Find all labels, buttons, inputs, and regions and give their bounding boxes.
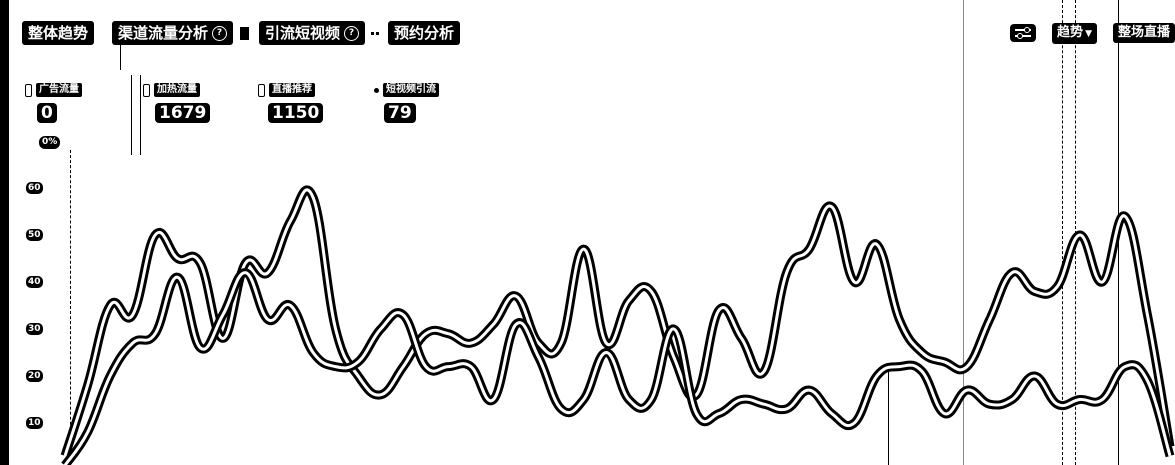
y-tick-label: 20	[26, 370, 43, 382]
series-line-2-highlight	[63, 271, 1172, 465]
chevron-down-icon: ▼	[1085, 28, 1092, 39]
live-scope-button[interactable]: 整场直播	[1112, 23, 1175, 43]
metric-value: 1679	[155, 103, 211, 123]
metric-boost-traffic[interactable]: 加热流量 1679	[143, 83, 211, 123]
grid-guide-right-2	[1062, 0, 1063, 465]
tab-label: 引流短视频	[265, 24, 341, 42]
live-scope-label: 整场直播	[1117, 25, 1170, 40]
y-tick-label: 50	[26, 229, 43, 241]
metric-value: 79	[384, 103, 416, 123]
tab-separator	[240, 26, 246, 40]
tab-label: 整体趋势	[28, 24, 89, 42]
metric-ad-traffic[interactable]: 广告流量 0	[25, 83, 82, 123]
y-tick-label: 30	[26, 323, 43, 335]
y-tick-label: 60	[26, 182, 43, 194]
help-icon[interactable]: ?	[212, 25, 228, 41]
grid-guide-left	[70, 150, 71, 465]
metric-label: 广告流量	[36, 83, 82, 97]
metric-short-video-traffic[interactable]: 短视频引流 79	[374, 83, 439, 123]
metric-label: 加热流量	[154, 83, 200, 97]
tab-label: 渠道流量分析	[118, 24, 209, 42]
tab-reservation[interactable]: 预约分析	[388, 21, 461, 45]
y-tick-label: 40	[26, 276, 43, 288]
metric-value: 1150	[268, 103, 324, 123]
help-icon[interactable]: ?	[344, 25, 360, 41]
toolbar-right: 趋势 ▼ 整场直播	[1010, 22, 1175, 44]
tab-separator	[371, 31, 375, 35]
left-frame-edge	[0, 0, 9, 465]
legend-dot[interactable]	[374, 87, 379, 93]
y-tick-label: 10	[26, 417, 43, 429]
series-line-1-highlight	[63, 188, 1172, 457]
metric-label: 直播推荐	[269, 83, 315, 97]
legend-checkbox[interactable]	[25, 83, 32, 97]
trend-dropdown-label: 趋势	[1057, 24, 1084, 40]
trend-dropdown[interactable]: 趋势 ▼	[1052, 22, 1097, 44]
divider-metric	[131, 75, 132, 155]
grid-guide-right	[963, 0, 964, 465]
metric-value: 0	[37, 103, 57, 123]
tab-label: 预约分析	[394, 24, 455, 42]
legend-checkbox[interactable]	[258, 83, 265, 97]
divider-metric-2	[140, 75, 141, 155]
tab-bar: 整体趋势 渠道流量分析 ? 引流短视频 ? 预约分析	[22, 20, 461, 46]
filter-settings-icon[interactable]	[1010, 24, 1037, 42]
tab-short-video[interactable]: 引流短视频 ?	[259, 21, 366, 45]
tab-overall-trend[interactable]: 整体趋势	[22, 21, 95, 45]
metric-change-badge: 0%	[39, 136, 61, 149]
legend-checkbox[interactable]	[143, 83, 150, 97]
tab-channel-traffic[interactable]: 渠道流量分析 ?	[112, 21, 234, 45]
divider-tab	[120, 40, 121, 70]
metric-label: 短视频引流	[383, 83, 439, 97]
metric-live-recommend[interactable]: 直播推荐 1150	[258, 83, 324, 123]
hover-marker	[888, 370, 889, 465]
